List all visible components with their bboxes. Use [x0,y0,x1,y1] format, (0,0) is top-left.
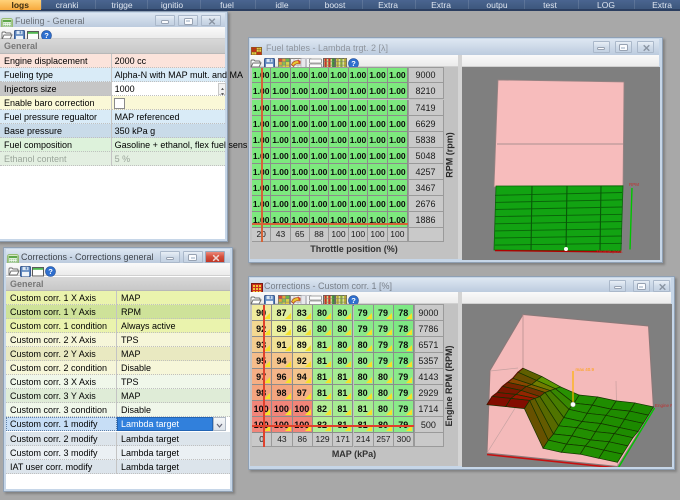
svg-text:?: ? [48,267,53,276]
svg-text:?: ? [351,59,356,68]
svg-text:?: ? [44,31,49,40]
svg-text:RPM: RPM [629,182,639,187]
svg-text:max 40.9: max 40.9 [576,367,595,372]
svg-text:Throttle posit.: Throttle posit. [596,249,623,254]
svg-text:Engine RP: Engine RP [655,403,672,408]
svg-text:?: ? [351,296,356,305]
